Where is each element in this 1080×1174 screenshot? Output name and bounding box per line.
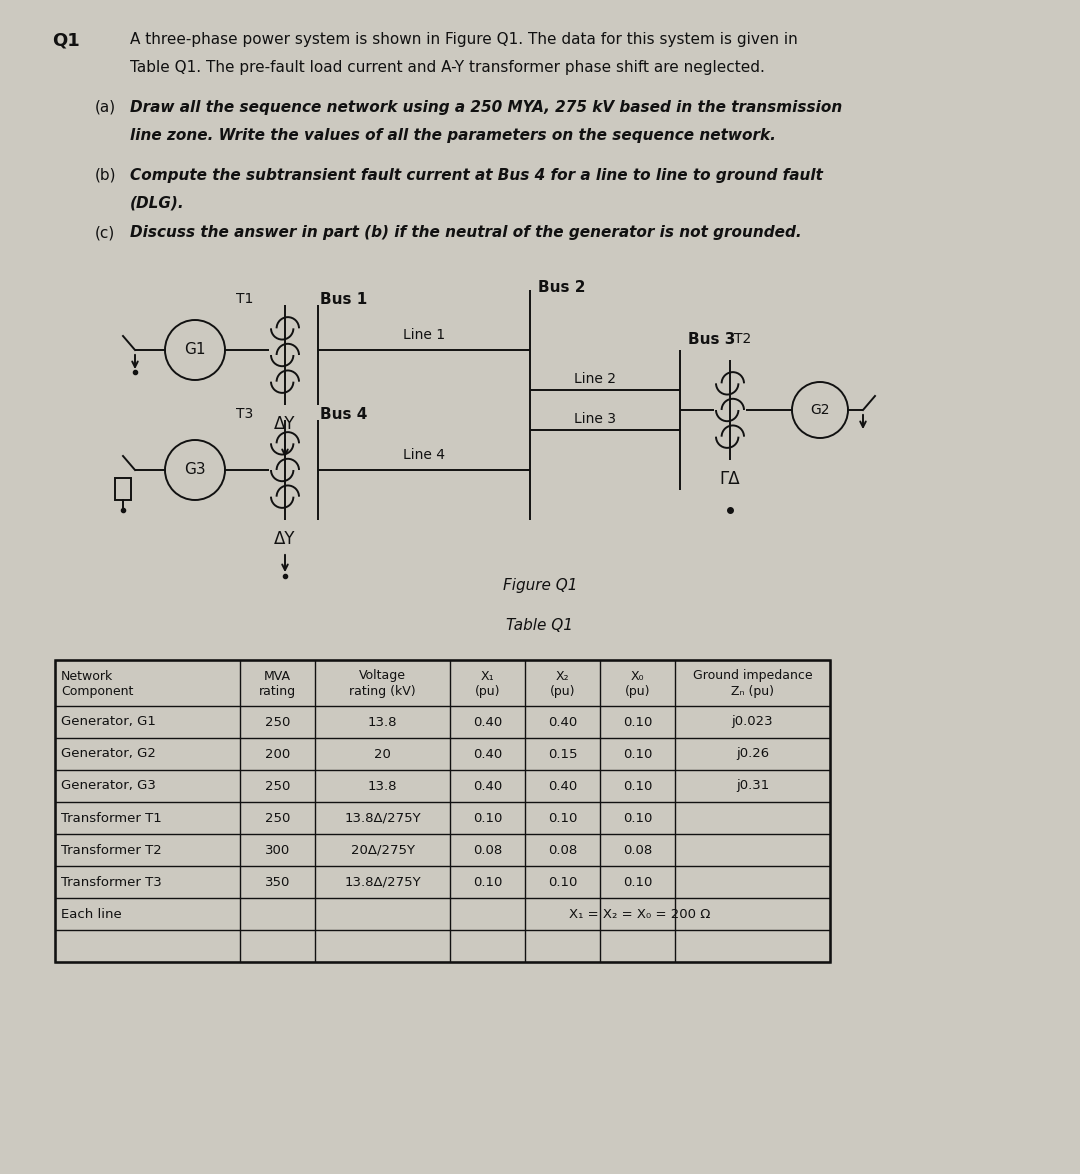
Text: Voltage: Voltage bbox=[359, 669, 406, 682]
Text: Transformer T3: Transformer T3 bbox=[60, 876, 162, 889]
Text: 13.8Δ/275Y: 13.8Δ/275Y bbox=[345, 811, 421, 824]
Text: Network: Network bbox=[60, 669, 113, 682]
Text: 13.8Δ/275Y: 13.8Δ/275Y bbox=[345, 876, 421, 889]
Text: 300: 300 bbox=[265, 843, 291, 857]
Text: 0.10: 0.10 bbox=[548, 811, 577, 824]
Text: (pu): (pu) bbox=[624, 684, 650, 697]
Text: (c): (c) bbox=[95, 225, 116, 239]
Text: 0.10: 0.10 bbox=[623, 811, 652, 824]
Text: 250: 250 bbox=[265, 811, 291, 824]
Text: Line 4: Line 4 bbox=[403, 448, 445, 463]
Text: T1: T1 bbox=[237, 292, 254, 306]
Text: Figure Q1: Figure Q1 bbox=[503, 578, 577, 593]
Text: (pu): (pu) bbox=[475, 684, 500, 697]
Text: Generator, G3: Generator, G3 bbox=[60, 780, 156, 792]
Text: T3: T3 bbox=[237, 407, 254, 421]
Text: 0.10: 0.10 bbox=[623, 780, 652, 792]
Text: Line 1: Line 1 bbox=[403, 328, 445, 342]
Text: Component: Component bbox=[60, 684, 133, 697]
Text: ΔY: ΔY bbox=[274, 529, 296, 548]
Text: 13.8: 13.8 bbox=[368, 715, 397, 729]
Text: Q1: Q1 bbox=[52, 32, 80, 50]
Text: G1: G1 bbox=[185, 343, 206, 358]
Text: Line 2: Line 2 bbox=[573, 372, 616, 386]
Text: 0.10: 0.10 bbox=[473, 811, 502, 824]
Text: Bus 3: Bus 3 bbox=[688, 332, 735, 348]
Text: X₁: X₁ bbox=[481, 669, 495, 682]
Text: 13.8: 13.8 bbox=[368, 780, 397, 792]
Text: 0.15: 0.15 bbox=[548, 748, 577, 761]
Text: Each line: Each line bbox=[60, 908, 122, 920]
Text: j0.31: j0.31 bbox=[735, 780, 769, 792]
Text: 20Δ/275Y: 20Δ/275Y bbox=[351, 843, 415, 857]
Text: Table Q1. The pre-fault load current and A-Y transformer phase shift are neglect: Table Q1. The pre-fault load current and… bbox=[130, 60, 765, 75]
Text: 0.10: 0.10 bbox=[623, 715, 652, 729]
Text: Zₙ (pu): Zₙ (pu) bbox=[731, 684, 774, 697]
Text: ΔY: ΔY bbox=[274, 414, 296, 433]
Text: Line 3: Line 3 bbox=[573, 412, 616, 426]
Text: MVA: MVA bbox=[264, 669, 291, 682]
Text: j0.023: j0.023 bbox=[731, 715, 773, 729]
Text: Table Q1: Table Q1 bbox=[507, 618, 573, 633]
Text: 0.40: 0.40 bbox=[473, 715, 502, 729]
Text: 0.10: 0.10 bbox=[623, 748, 652, 761]
Text: rating: rating bbox=[259, 684, 296, 697]
Text: 0.08: 0.08 bbox=[548, 843, 577, 857]
Text: 0.40: 0.40 bbox=[473, 748, 502, 761]
Text: (DLG).: (DLG). bbox=[130, 196, 185, 211]
Text: j0.26: j0.26 bbox=[735, 748, 769, 761]
Text: Bus 2: Bus 2 bbox=[538, 281, 585, 295]
Text: Discuss the answer in part (b) if the neutral of the generator is not grounded.: Discuss the answer in part (b) if the ne… bbox=[130, 225, 801, 239]
Text: X₀: X₀ bbox=[631, 669, 645, 682]
Text: 0.10: 0.10 bbox=[473, 876, 502, 889]
Text: line zone. Write the values of all the parameters on the sequence network.: line zone. Write the values of all the p… bbox=[130, 128, 775, 143]
Text: X₂: X₂ bbox=[556, 669, 569, 682]
Text: 250: 250 bbox=[265, 715, 291, 729]
Text: rating (kV): rating (kV) bbox=[349, 684, 416, 697]
Text: X₁ = X₂ = X₀ = 200 Ω: X₁ = X₂ = X₀ = 200 Ω bbox=[569, 908, 711, 920]
Text: 0.40: 0.40 bbox=[473, 780, 502, 792]
Text: Ground impedance: Ground impedance bbox=[692, 669, 812, 682]
Text: Generator, G1: Generator, G1 bbox=[60, 715, 156, 729]
Text: 0.08: 0.08 bbox=[473, 843, 502, 857]
Text: 20: 20 bbox=[374, 748, 391, 761]
Text: (a): (a) bbox=[95, 100, 117, 115]
Text: T2: T2 bbox=[734, 332, 752, 346]
Text: Bus 4: Bus 4 bbox=[320, 407, 367, 421]
Text: 0.10: 0.10 bbox=[548, 876, 577, 889]
Text: A three-phase power system is shown in Figure Q1. The data for this system is gi: A three-phase power system is shown in F… bbox=[130, 32, 798, 47]
Text: 200: 200 bbox=[265, 748, 291, 761]
Text: 0.08: 0.08 bbox=[623, 843, 652, 857]
Text: G3: G3 bbox=[185, 463, 206, 478]
Text: Bus 1: Bus 1 bbox=[320, 292, 367, 306]
Text: 250: 250 bbox=[265, 780, 291, 792]
Text: Transformer T2: Transformer T2 bbox=[60, 843, 162, 857]
Text: 0.40: 0.40 bbox=[548, 715, 577, 729]
Bar bbox=[114, 478, 131, 500]
Bar bbox=[55, 660, 831, 962]
Text: Transformer T1: Transformer T1 bbox=[60, 811, 162, 824]
Text: (b): (b) bbox=[95, 168, 117, 183]
Text: ΓΔ: ΓΔ bbox=[719, 470, 740, 488]
Text: Compute the subtransient fault current at Bus 4 for a line to line to ground fau: Compute the subtransient fault current a… bbox=[130, 168, 823, 183]
Text: G2: G2 bbox=[810, 403, 829, 417]
Text: 0.10: 0.10 bbox=[623, 876, 652, 889]
Text: 0.40: 0.40 bbox=[548, 780, 577, 792]
Text: 350: 350 bbox=[265, 876, 291, 889]
Text: Draw all the sequence network using a 250 MYA, 275 kV based in the transmission: Draw all the sequence network using a 25… bbox=[130, 100, 842, 115]
Text: Generator, G2: Generator, G2 bbox=[60, 748, 156, 761]
Text: (pu): (pu) bbox=[550, 684, 576, 697]
